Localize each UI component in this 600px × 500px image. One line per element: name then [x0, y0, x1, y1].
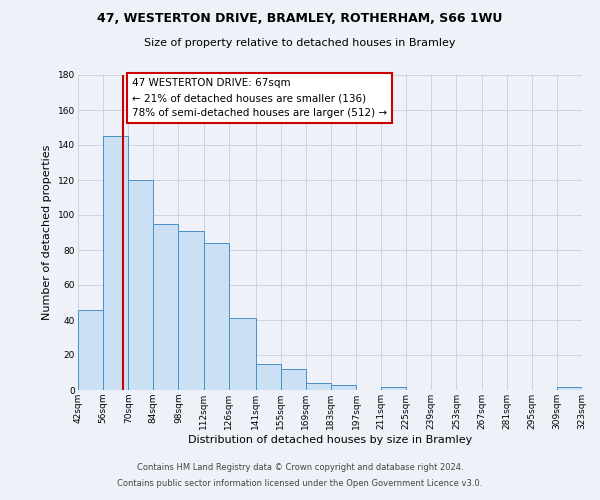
Bar	[557, 386, 582, 390]
X-axis label: Distribution of detached houses by size in Bramley: Distribution of detached houses by size …	[188, 434, 472, 444]
Y-axis label: Number of detached properties: Number of detached properties	[43, 145, 52, 320]
Text: Contains public sector information licensed under the Open Government Licence v3: Contains public sector information licen…	[118, 478, 482, 488]
Text: Size of property relative to detached houses in Bramley: Size of property relative to detached ho…	[144, 38, 456, 48]
Bar	[229, 318, 256, 390]
Bar	[331, 385, 356, 390]
Bar	[256, 364, 281, 390]
Bar	[381, 386, 406, 390]
Bar	[281, 369, 306, 390]
Bar	[306, 383, 331, 390]
Text: 47, WESTERTON DRIVE, BRAMLEY, ROTHERHAM, S66 1WU: 47, WESTERTON DRIVE, BRAMLEY, ROTHERHAM,…	[97, 12, 503, 26]
Bar	[128, 180, 154, 390]
Bar	[203, 243, 229, 390]
Bar	[178, 231, 203, 390]
Bar	[78, 310, 103, 390]
Bar	[154, 224, 178, 390]
Text: 47 WESTERTON DRIVE: 67sqm
← 21% of detached houses are smaller (136)
78% of semi: 47 WESTERTON DRIVE: 67sqm ← 21% of detac…	[132, 78, 387, 118]
Bar	[103, 136, 128, 390]
Text: Contains HM Land Registry data © Crown copyright and database right 2024.: Contains HM Land Registry data © Crown c…	[137, 464, 463, 472]
